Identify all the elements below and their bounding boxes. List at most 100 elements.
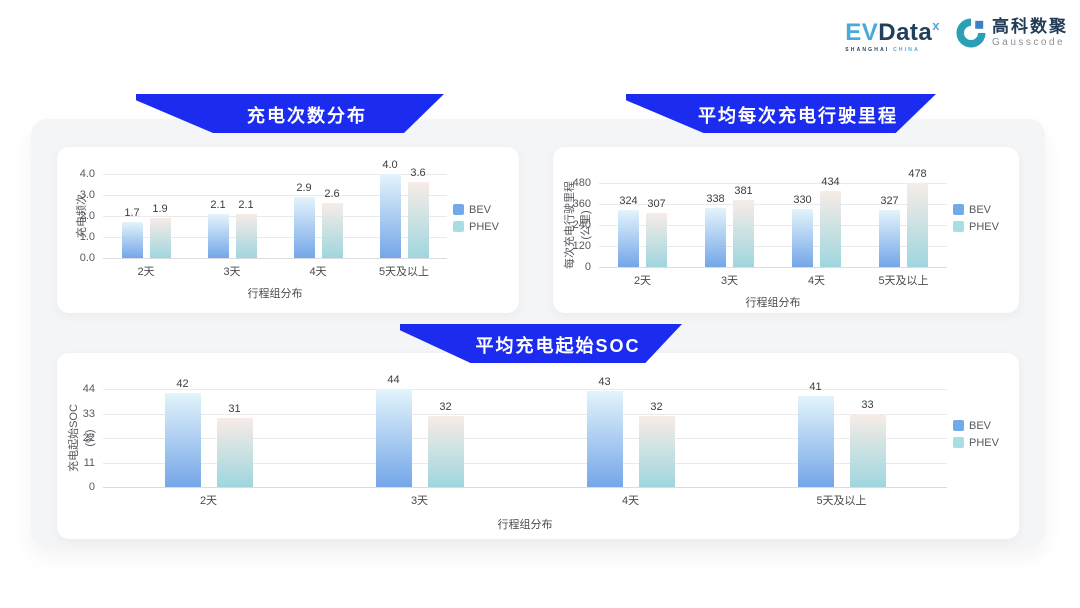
y-tick-label: 33 xyxy=(82,407,95,420)
gausscode-g-icon xyxy=(956,18,986,48)
bar-value-label: 41 xyxy=(809,380,822,393)
bar-bev-3天 xyxy=(207,213,229,258)
gridline xyxy=(103,438,947,439)
legend: BEV PHEV xyxy=(947,420,1009,449)
bar-groups: 1.7 1.9 2天 2.1 2.1 3天 2.9 2.6 4天 4.0 3.6 5天及以上 xyxy=(103,159,447,278)
y-tick-label: 480 xyxy=(572,177,591,189)
chart-title: 平均每次充电行驶里程 xyxy=(698,106,898,126)
legend-item-phev[interactable]: PHEV xyxy=(953,437,1009,449)
evdata-subtitle: SHANGHAI CHINA xyxy=(845,47,920,53)
x-category-label: 2天 xyxy=(199,495,218,507)
bar-bev-2天 xyxy=(618,210,639,267)
bar-slot: 42 xyxy=(164,378,201,487)
legend-swatch-phev xyxy=(453,221,464,232)
bar-value-label: 1.7 xyxy=(124,207,140,220)
gridline xyxy=(103,413,947,415)
legend-label: BEV xyxy=(469,203,492,216)
bar-slot: 32 xyxy=(638,389,675,487)
evdata-logo-x: x xyxy=(932,18,940,33)
bar-value-label: 2.9 xyxy=(296,182,312,195)
bar-group-2天: 42 31 2天 xyxy=(103,378,314,507)
bar-group-4天: 2.9 2.6 4天 xyxy=(275,174,361,278)
legend-item-bev[interactable]: BEV xyxy=(953,420,1009,432)
x-category-label: 3天 xyxy=(223,266,241,278)
gausscode-name-cn: 高科数聚 xyxy=(992,17,1068,36)
bar-value-label: 4.0 xyxy=(382,159,398,171)
chart-card-charging-count: 充电频次 4.0 3.0 2.0 1.0 0.0 1.7 1.9 2天 2.1 2.1 3天 2.9 2… xyxy=(57,147,519,313)
legend-swatch-bev xyxy=(953,204,964,215)
bar-phev-5天及以上 xyxy=(849,413,886,487)
legend-item-bev[interactable]: BEV xyxy=(953,204,1009,216)
gridline xyxy=(103,462,947,464)
bar-group-3天: 338 381 3天 xyxy=(686,183,773,287)
bar-slot: 478 xyxy=(907,168,928,267)
y-tick-label: 1.0 xyxy=(79,231,95,243)
bar-slot: 330 xyxy=(792,183,813,267)
bar-value-label: 43 xyxy=(598,376,611,389)
bar-value-label: 478 xyxy=(908,168,927,181)
bar-slot: 327 xyxy=(879,183,900,267)
bar-bev-2天 xyxy=(164,393,201,487)
bar-phev-2天 xyxy=(149,218,171,258)
bar-value-label: 381 xyxy=(734,185,753,198)
y-tick-label: 240 xyxy=(572,219,591,231)
y-tick-label: 44 xyxy=(82,383,95,395)
bar-value-label: 33 xyxy=(861,398,874,411)
evdata-subtitle-shanghai: SHANGHAI xyxy=(845,47,890,53)
gridline xyxy=(103,258,447,259)
bar-group-3天: 2.1 2.1 3天 xyxy=(189,174,275,278)
bar-value-label: 2.1 xyxy=(210,198,226,211)
gridline xyxy=(103,487,947,488)
bar-value-label: 434 xyxy=(821,176,840,189)
y-tick-label: 4.0 xyxy=(79,168,95,180)
bar-group-4天: 330 434 4天 xyxy=(773,176,860,287)
gridline xyxy=(103,237,447,238)
bar-slot: 32 xyxy=(427,389,464,487)
bar-slot: 31 xyxy=(216,389,253,487)
bar-slot: 338 xyxy=(705,183,726,267)
bar-bev-5天及以上 xyxy=(379,174,401,258)
bar-slot: 44 xyxy=(375,374,412,487)
chart-main: 4.0 3.0 2.0 1.0 0.0 1.7 1.9 2天 2.1 2.1 3天 2.9 2.6 4天 4… xyxy=(80,147,447,313)
legend-item-phev[interactable]: PHEV xyxy=(453,221,509,233)
bar-value-label: 42 xyxy=(176,378,189,391)
bar-value-label: 1.9 xyxy=(152,203,168,216)
bar-bev-5天及以上 xyxy=(797,395,834,487)
chart-mileage-per-charge: 每次充电行驶里程 (公里) 480 360 240 120 0 324 307 2天 338 38… xyxy=(553,147,1019,313)
legend-item-phev[interactable]: PHEV xyxy=(953,221,1009,233)
bar-slot: 33 xyxy=(849,389,886,487)
chart-charging-count: 充电频次 4.0 3.0 2.0 1.0 0.0 1.7 1.9 2天 2.1 2.1 3天 2.9 2… xyxy=(57,147,519,313)
gausscode-name-en: Gausscode xyxy=(992,36,1066,48)
legend-label: PHEV xyxy=(969,436,999,449)
bar-value-label: 31 xyxy=(228,402,241,415)
charts-panel: 充电频次 4.0 3.0 2.0 1.0 0.0 1.7 1.9 2天 2.1 2.1 3天 2.9 2… xyxy=(31,119,1045,547)
legend-item-bev[interactable]: BEV xyxy=(453,204,509,216)
y-tick-label: 11 xyxy=(83,456,95,469)
bar-slot: 381 xyxy=(733,183,754,267)
bar-bev-4天 xyxy=(792,209,813,267)
bar-value-label: 32 xyxy=(439,400,452,413)
bar-group-3天: 44 32 3天 xyxy=(314,374,525,507)
bar-phev-4天 xyxy=(820,191,841,267)
y-tick-label: 0.0 xyxy=(79,252,95,264)
bar-phev-2天 xyxy=(646,213,667,267)
bar-slot: 4.0 xyxy=(379,159,401,258)
chart-card-mileage-per-charge: 每次充电行驶里程 (公里) 480 360 240 120 0 324 307 2天 338 38… xyxy=(553,147,1019,313)
bar-phev-5天及以上 xyxy=(407,182,429,258)
legend: BEV PHEV xyxy=(447,204,509,233)
gridline xyxy=(103,174,447,175)
evdata-logo: EVDatax SHANGHAI CHINA xyxy=(845,18,940,53)
plot-area: 4.0 3.0 2.0 1.0 0.0 1.7 1.9 2天 2.1 2.1 3天 2.9 2.6 4天 4… xyxy=(80,159,447,278)
x-axis-title: 行程组分布 xyxy=(497,519,553,531)
bar-group-5天及以上: 4.0 3.6 5天及以上 xyxy=(361,159,447,278)
bar-phev-4天 xyxy=(638,415,675,487)
x-category-label: 5天及以上 xyxy=(816,495,867,507)
header: EVDatax SHANGHAI CHINA 高科数聚 Gausscode xyxy=(845,17,1068,53)
bar-value-label: 44 xyxy=(387,374,400,386)
evdata-logo-ev: EV xyxy=(845,19,879,46)
x-category-label: 4天 xyxy=(309,266,327,278)
bar-value-label: 324 xyxy=(619,195,638,208)
x-category-label: 3天 xyxy=(410,495,429,507)
x-axis-title: 行程组分布 xyxy=(745,297,801,309)
